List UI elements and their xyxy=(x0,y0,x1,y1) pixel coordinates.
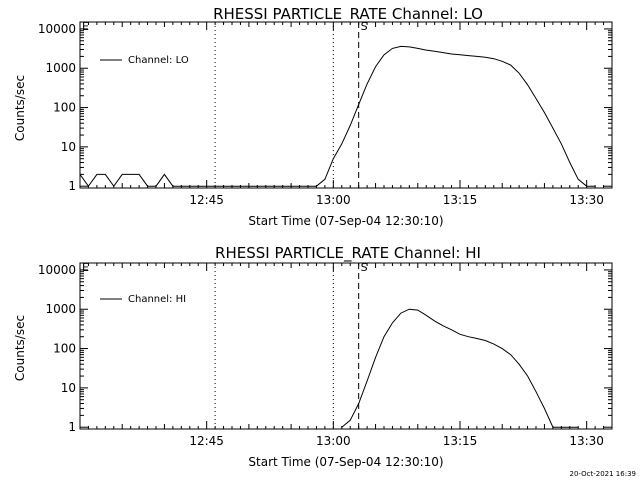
series-line xyxy=(341,308,579,428)
y-tick-label: 10 xyxy=(61,381,76,395)
y-tick-label: 100 xyxy=(53,342,76,356)
panel-hi: RHESSI PARTICLE_RATE Channel: HI Start T… xyxy=(13,244,613,469)
x-tick-label: 13:00 xyxy=(316,193,351,207)
x-tick-label: 13:15 xyxy=(443,434,478,448)
y-tick-label: 10000 xyxy=(38,22,76,36)
event-marker-label: E xyxy=(82,261,89,274)
panel-hi-legend-label: Channel: HI xyxy=(128,294,186,305)
series-line xyxy=(79,45,596,188)
x-tick-label: 13:30 xyxy=(569,434,604,448)
x-tick-label: 12:45 xyxy=(189,193,224,207)
x-tick-label: 13:00 xyxy=(316,434,351,448)
y-tick-label: 10000 xyxy=(38,263,76,277)
panel-hi-title: RHESSI PARTICLE_RATE Channel: HI xyxy=(215,244,481,263)
panel-lo-x-label: Start Time (07-Sep-04 12:30:10) xyxy=(248,214,443,228)
panel-hi-x-label: Start Time (07-Sep-04 12:30:10) xyxy=(248,455,443,469)
x-tick-label: 13:30 xyxy=(569,193,604,207)
x-tick-label: 13:15 xyxy=(443,193,478,207)
y-tick-label: 1000 xyxy=(45,61,76,75)
y-tick-label: 10 xyxy=(61,140,76,154)
y-tick-label: 100 xyxy=(53,101,76,115)
panel-lo-title: RHESSI PARTICLE_RATE Channel: LO xyxy=(213,5,483,24)
event-marker-label: S xyxy=(361,20,368,33)
x-tick-label: 12:45 xyxy=(189,434,224,448)
footer-timestamp: 20-Oct-2021 16:39 xyxy=(570,470,636,478)
panel-lo-y-label: Counts/sec xyxy=(13,75,27,141)
plot-frame xyxy=(79,21,613,189)
panel-hi-y-label: Counts/sec xyxy=(13,315,27,381)
event-marker-label: S xyxy=(361,261,368,274)
plot-frame xyxy=(79,262,613,430)
y-tick-label: 1000 xyxy=(45,302,76,316)
y-tick-label: 1 xyxy=(68,179,76,193)
panel-lo: RHESSI PARTICLE_RATE Channel: LO Start T… xyxy=(13,5,613,228)
event-marker-label: E xyxy=(82,20,89,33)
y-tick-label: 1 xyxy=(68,420,76,434)
panel-lo-legend-label: Channel: LO xyxy=(128,55,189,66)
